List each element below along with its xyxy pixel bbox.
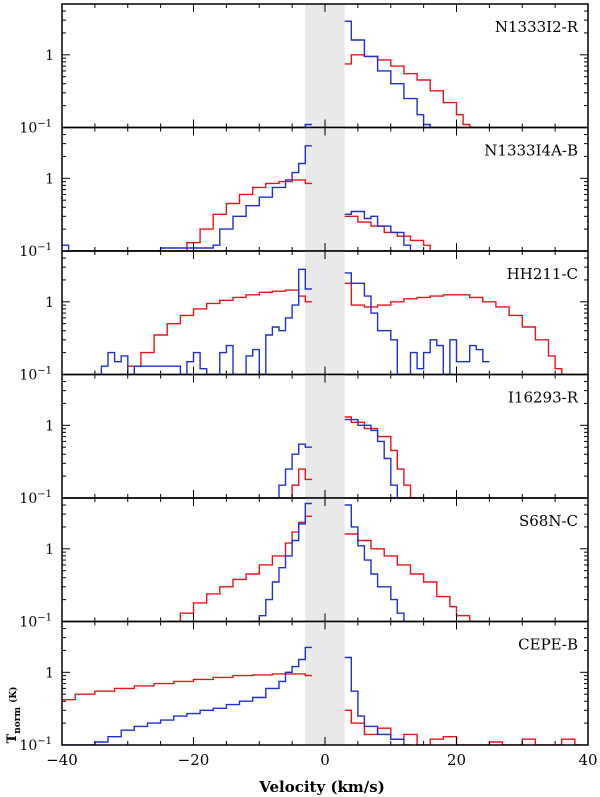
series-red-hh211-c-1 (344, 282, 569, 375)
xtick-label: 40 (578, 751, 597, 769)
ytick-exp-n1333i4a-b: −1 (37, 242, 52, 253)
series-blue-hh211-c-0 (94, 268, 312, 375)
y-axis-label-sub: norm (13, 706, 23, 733)
ytick-label-0.1-n1333i2-r: 10−1 (19, 119, 52, 137)
series-blue-cepe-b-0 (62, 646, 312, 745)
series-blue-i16293-r-0 (272, 443, 312, 498)
ytick-base-cepe-b: 10 (19, 738, 37, 754)
panel-hh211-c: 1 10−1 HH211-C (19, 250, 589, 384)
series-red-s68n-c-1 (344, 533, 477, 622)
series-blue-i16293-r-1 (344, 418, 404, 498)
panel-title-n1333i4a-b: N1333I4A-B (484, 142, 578, 160)
panel-title-cepe-b: CEPE-B (518, 636, 578, 654)
ytick-exp-cepe-b: −1 (37, 736, 52, 747)
series-blue-n1333i2-r-0 (298, 123, 312, 128)
x-tick-labels: −40 −20 0 20 40 (46, 751, 597, 769)
ytick-label-1-n1333i4a-b: 1 (45, 171, 54, 187)
excluded-band-n1333i2-r (305, 4, 345, 128)
panel-title-hh211-c: HH211-C (507, 265, 578, 283)
panel-i16293-r: 1 10−1 I16293-R (19, 373, 589, 507)
panel-cepe-b: 1 10−1 CEPE-B (19, 620, 589, 754)
ytick-exp-i16293-r: −1 (37, 489, 52, 500)
ytick-label-1-hh211-c: 1 (45, 295, 54, 311)
xtick-label: −20 (178, 751, 210, 769)
series-red-i16293-r-1 (344, 416, 418, 498)
ytick-label-1-n1333i2-r: 1 (45, 48, 54, 64)
ytick-label-1-i16293-r: 1 (45, 418, 54, 434)
series-red-s68n-c-0 (167, 515, 312, 622)
ytick-base-n1333i4a-b: 10 (19, 244, 37, 260)
panel-n1333i2-r: 1 10−1 N1333I2-R (19, 3, 589, 137)
y-axis-label-unit: (K) (8, 687, 19, 703)
excluded-band-n1333i4a-b (305, 127, 345, 251)
panel-s68n-c: 1 10−1 S68N-C (19, 497, 589, 631)
ytick-label-0.1-cepe-b: 10−1 (19, 736, 52, 754)
y-axis-label: Tnorm (K) (5, 687, 23, 744)
ytick-exp-n1333i2-r: −1 (37, 119, 52, 130)
panel-title-i16293-r: I16293-R (508, 389, 579, 407)
xtick-label: 0 (320, 751, 330, 769)
ytick-label-1-cepe-b: 1 (45, 665, 54, 681)
ytick-base-i16293-r: 10 (19, 491, 37, 507)
series-blue-s68n-c-1 (344, 504, 411, 622)
x-axis-label: Velocity (km/s) (258, 778, 385, 796)
ytick-base-n1333i2-r: 10 (19, 121, 37, 137)
ytick-label-1-s68n-c: 1 (45, 542, 54, 558)
excluded-band-s68n-c (305, 498, 345, 622)
series-red-n1333i2-r-0 (344, 54, 477, 128)
panel-n1333i4a-b: 1 10−1 N1333I4A-B (19, 126, 589, 260)
ytick-label-0.1-n1333i4a-b: 10−1 (19, 242, 52, 260)
xtick-label: −40 (46, 751, 78, 769)
series-blue-hh211-c-1 (344, 272, 490, 375)
ytick-label-0.1-hh211-c: 10−1 (19, 366, 52, 384)
excluded-band-cepe-b (305, 621, 345, 745)
series-red-cepe-b-0 (62, 673, 312, 701)
series-blue-n1333i2-r-1 (344, 20, 437, 128)
xtick-label: 20 (447, 751, 466, 769)
panel-title-n1333i2-r: N1333I2-R (495, 18, 579, 36)
series-blue-s68n-c-0 (252, 502, 312, 622)
series-red-hh211-c-0 (121, 289, 312, 375)
y-axis-label-main: T (5, 733, 20, 743)
svg-text:Tnorm(K): Tnorm (K) (5, 687, 23, 744)
series-blue-cepe-b-1 (344, 656, 411, 745)
series-blue-n1333i4a-b-0 (62, 145, 312, 251)
series-red-n1333i4a-b-0 (180, 179, 312, 251)
ytick-base-hh211-c: 10 (19, 368, 37, 384)
excluded-band-i16293-r (305, 374, 345, 498)
ytick-exp-s68n-c: −1 (37, 613, 52, 624)
ytick-exp-hh211-c: −1 (37, 366, 52, 377)
panels: 110−1N1333I2-R110−1N1333I4A-B110−1HH211-… (19, 3, 589, 754)
series-red-cepe-b-1 (344, 709, 582, 745)
series-red-n1333i4a-b-1 (344, 215, 437, 251)
panel-title-s68n-c: S68N-C (519, 512, 578, 530)
ytick-label-0.1-i16293-r: 10−1 (19, 489, 52, 507)
ytick-label-0.1-s68n-c: 10−1 (19, 613, 52, 631)
ytick-base-s68n-c: 10 (19, 615, 37, 631)
excluded-band-hh211-c (305, 251, 345, 375)
series-blue-n1333i4a-b-1 (344, 210, 418, 251)
